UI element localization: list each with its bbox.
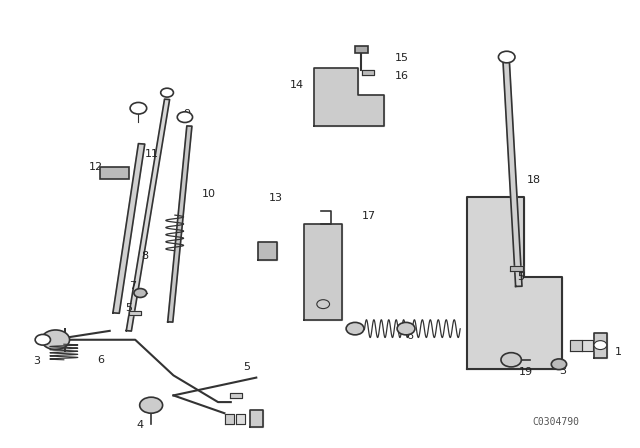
- Bar: [355, 46, 368, 52]
- Circle shape: [177, 112, 193, 122]
- Text: 11: 11: [145, 149, 159, 159]
- Text: 2: 2: [597, 341, 604, 351]
- Text: 15: 15: [395, 53, 409, 63]
- Polygon shape: [582, 340, 593, 351]
- Polygon shape: [129, 311, 141, 315]
- Text: 1: 1: [615, 347, 622, 357]
- Polygon shape: [126, 99, 170, 331]
- Polygon shape: [304, 224, 342, 320]
- Text: 6: 6: [97, 355, 104, 365]
- Circle shape: [161, 88, 173, 97]
- Circle shape: [594, 340, 607, 349]
- Circle shape: [134, 289, 147, 297]
- Polygon shape: [230, 393, 242, 398]
- Text: 6: 6: [406, 331, 413, 341]
- Circle shape: [130, 103, 147, 114]
- Circle shape: [140, 397, 163, 413]
- Polygon shape: [362, 70, 374, 75]
- Circle shape: [551, 359, 566, 370]
- Circle shape: [501, 353, 522, 367]
- Text: 5: 5: [517, 272, 524, 282]
- Polygon shape: [113, 144, 145, 313]
- Polygon shape: [250, 410, 262, 426]
- Circle shape: [42, 330, 70, 349]
- Polygon shape: [258, 242, 277, 260]
- Text: 4: 4: [137, 420, 144, 430]
- Text: 16: 16: [395, 71, 409, 81]
- Polygon shape: [236, 414, 245, 424]
- Polygon shape: [503, 59, 522, 286]
- Polygon shape: [510, 266, 523, 271]
- Polygon shape: [570, 340, 582, 351]
- Text: 3: 3: [33, 356, 40, 366]
- Circle shape: [35, 334, 51, 345]
- Text: 8: 8: [141, 251, 148, 261]
- Circle shape: [499, 51, 515, 63]
- Circle shape: [346, 323, 364, 335]
- Text: 5: 5: [125, 303, 132, 313]
- Text: 19: 19: [519, 367, 533, 377]
- Text: 5: 5: [244, 362, 250, 372]
- Text: C0304790: C0304790: [532, 417, 579, 426]
- Circle shape: [397, 323, 415, 335]
- Text: 14: 14: [290, 80, 304, 90]
- Polygon shape: [467, 197, 562, 369]
- Polygon shape: [314, 68, 384, 126]
- Bar: [100, 167, 129, 180]
- Text: 13: 13: [269, 193, 283, 203]
- Text: 10: 10: [202, 189, 216, 199]
- Polygon shape: [225, 414, 234, 424]
- Polygon shape: [594, 333, 607, 358]
- Text: 18: 18: [527, 175, 541, 185]
- Text: 12: 12: [90, 162, 104, 172]
- Text: 9: 9: [183, 108, 190, 119]
- Text: 3: 3: [351, 327, 358, 337]
- Text: 3: 3: [559, 366, 566, 376]
- Polygon shape: [168, 126, 192, 322]
- Text: 7: 7: [129, 281, 136, 291]
- Text: 17: 17: [362, 211, 376, 221]
